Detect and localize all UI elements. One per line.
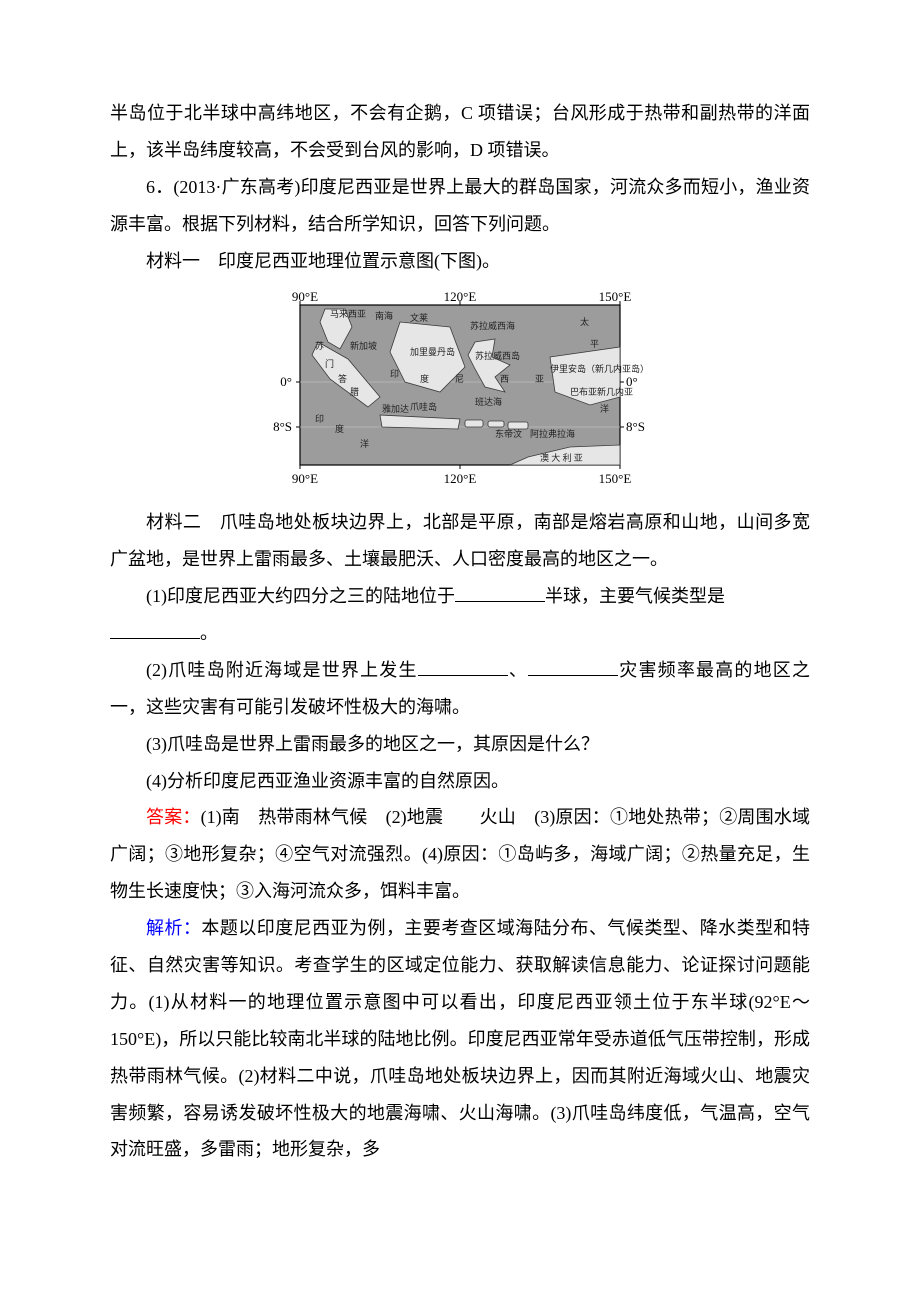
map-lon-bot-2: 120°E <box>444 471 477 486</box>
map-ann-a11: 门 <box>325 358 334 369</box>
map-lat-left-0: 0° <box>280 374 292 389</box>
map-ann-a1: 南海 <box>375 310 393 321</box>
map-ann-a18: 腊 <box>350 387 359 397</box>
q2-part-b: 、 <box>508 660 528 680</box>
map-ann-a28: 伊里安岛（新几内亚岛） <box>550 363 649 374</box>
q2-blank-1 <box>418 657 508 676</box>
map-ann-a22: 印 <box>315 413 324 424</box>
indonesia-map-svg: 90°E 120°E 150°E <box>270 287 650 487</box>
map-ann-a13: 答 <box>338 373 347 384</box>
map-ann-a23: 度 <box>335 423 344 434</box>
question-1: (1)印度尼西亚大约四分之三的陆地位于 半球，主要气候类型是 <box>110 578 810 615</box>
map-lat-right-8s: 8°S <box>626 419 645 434</box>
map-lon-bot-1: 90°E <box>292 471 318 486</box>
q1-part-b: 半球，主要气候类型是 <box>545 586 725 606</box>
map-ann-a27: 澳 大 利 亚 <box>540 452 583 463</box>
answer-paragraph: 答案：(1)南 热带雨林气候 (2)地震 火山 (3)原因：①地处热带；②周围水… <box>110 799 810 910</box>
answer-text: (1)南 热带雨林气候 (2)地震 火山 (3)原因：①地处热带；②周围水域广阔… <box>110 807 810 901</box>
question-2: (2)爪哇岛附近海域是世界上发生、灾害频率最高的地区之一，这些灾害有可能引发破坏… <box>110 652 810 726</box>
map-ann-a30: 洋 <box>600 403 609 414</box>
map-ann-a19: 雅加达 <box>382 403 409 414</box>
page-container: 半岛位于北半球中高纬地区，不会有企鹅，C 项错误；台风形成于热带和副热带的洋面上… <box>0 0 920 1302</box>
map-ann-a7: 新加坡 <box>350 340 377 351</box>
map-ann-a29: 巴布亚新几内亚 <box>570 386 633 397</box>
question-1-tail: 。 <box>110 615 810 652</box>
map-ann-a6: 苏 <box>315 340 324 351</box>
map-lon-top-3: 150°E <box>599 289 632 304</box>
explanation-label: 解析： <box>146 918 201 938</box>
question-4: (4)分析印度尼西亚渔业资源丰富的自然原因。 <box>110 763 810 800</box>
explanation-paragraph: 解析：本题以印度尼西亚为例，主要考查区域海陆分布、气候类型、降水类型和特征、自然… <box>110 910 810 1168</box>
map-ann-a5: 太 <box>580 316 589 327</box>
map-ann-a26: 阿拉弗拉海 <box>530 428 575 439</box>
map-ann-a4: 苏拉威西海 <box>470 320 515 331</box>
q2-part-a: (2)爪哇岛附近海域是世界上发生 <box>146 660 418 680</box>
map-ann-a17: 亚 <box>535 374 544 384</box>
q1-blank-2 <box>110 620 200 639</box>
material-2: 材料二 爪哇岛地处板块边界上，北部是平原，南部是熔岩高原和山地，山间多宽广盆地，… <box>110 504 810 578</box>
map-ann-a25: 东帝汶 <box>495 428 522 439</box>
map-ann-a14: 度 <box>420 373 429 384</box>
paragraph-1: 半岛位于北半球中高纬地区，不会有企鹅，C 项错误；台风形成于热带和副热带的洋面上… <box>110 95 810 169</box>
map-ann-a8: 加里曼丹岛 <box>410 346 455 357</box>
map-lat-right-0: 0° <box>626 374 638 389</box>
q1-blank-1 <box>455 583 545 602</box>
map-ann-a20: 爪哇岛 <box>410 401 437 412</box>
answer-label: 答案： <box>146 807 201 827</box>
material-1-label: 材料一 印度尼西亚地理位置示意图(下图)。 <box>110 243 810 280</box>
q2-blank-2 <box>528 657 618 676</box>
map-ann-a21: 班达海 <box>475 396 502 407</box>
map-ann-a12: 印 <box>390 368 399 379</box>
q1-part-a: (1)印度尼西亚大约四分之三的陆地位于 <box>146 586 455 606</box>
map-ann-a9: 苏拉威西岛 <box>475 350 520 361</box>
map-ann-a24: 洋 <box>360 438 369 449</box>
map-lon-bot-3: 150°E <box>599 471 632 486</box>
map-lon-top-1: 90°E <box>292 289 318 304</box>
map-ann-a10: 平 <box>590 339 599 349</box>
map-lat-left-8s: 8°S <box>273 419 292 434</box>
question-3: (3)爪哇岛是世界上雷雨最多的地区之一，其原因是什么？ <box>110 726 810 763</box>
map-ann-a16: 西 <box>500 374 509 384</box>
map-ann-a2: 马来西亚 <box>330 309 366 319</box>
explanation-text: 本题以印度尼西亚为例，主要考查区域海陆分布、气候类型、降水类型和特征、自然灾害等… <box>110 918 810 1159</box>
paragraph-question-stem: 6．(2013·广东高考)印度尼西亚是世界上最大的群岛国家，河流众多而短小，渔业… <box>110 169 810 243</box>
map-figure: 90°E 120°E 150°E <box>110 287 810 500</box>
map-ann-a3: 文莱 <box>410 312 428 323</box>
map-ann-a15: 尼 <box>455 374 464 384</box>
q1-part-c: 。 <box>200 623 218 643</box>
